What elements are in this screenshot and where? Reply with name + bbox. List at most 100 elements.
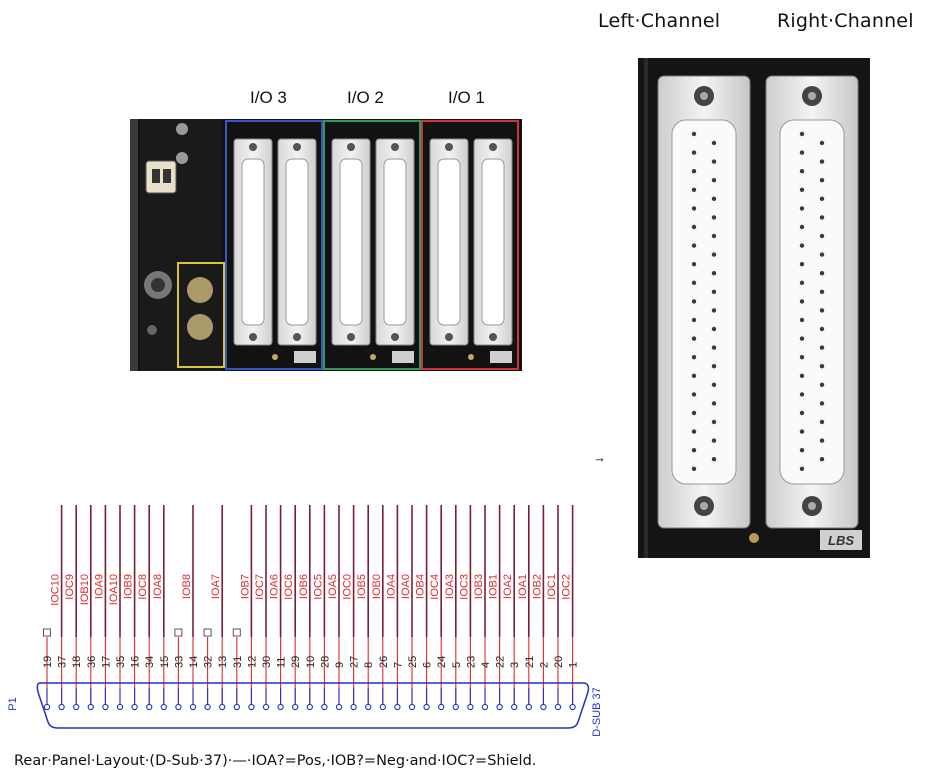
pin-signal-label: IOA10 <box>108 574 120 605</box>
pin-signal-label: IOC8 <box>137 574 149 600</box>
pin-number: 4 <box>480 662 492 668</box>
pin-contact <box>554 703 562 711</box>
pin-contact <box>394 703 401 711</box>
pin-number: 3 <box>509 662 521 668</box>
connector-pin-hole <box>691 187 697 192</box>
pin-number: 33 <box>173 656 185 668</box>
pin-contact <box>379 703 386 711</box>
pin-contact <box>175 703 182 711</box>
pin-signal-label: IOB1 <box>488 574 500 599</box>
pin-signal-label: IOA5 <box>327 574 339 599</box>
pin-number: 31 <box>232 656 244 668</box>
connector-pin-hole <box>799 410 805 416</box>
connector-pin-hole <box>711 345 717 350</box>
no-connect-marker <box>43 628 51 637</box>
pin-signal-label: IOB3 <box>473 574 485 599</box>
pin-contact <box>131 703 138 711</box>
connector-pin-hole <box>819 308 825 313</box>
connector-pin-hole <box>819 140 825 146</box>
connector-pin-hole <box>799 262 805 267</box>
connector-pin-hole <box>691 150 697 155</box>
connector-pin-hole <box>799 429 805 434</box>
pin-signal-label: IOB2 <box>531 574 543 599</box>
connector-pin-hole <box>799 169 805 174</box>
pin-number: 19 <box>42 656 54 668</box>
pin-number: 24 <box>436 656 448 668</box>
pin-number: 29 <box>290 656 302 668</box>
pin-number: 35 <box>115 656 127 668</box>
pin-number: 17 <box>100 656 112 668</box>
connector-pin-hole <box>799 336 805 341</box>
pin-signal-label: IOC1 <box>546 574 558 600</box>
connector-pin-hole <box>691 280 697 285</box>
connector-pin-hole <box>691 169 697 174</box>
pin-contact <box>452 703 459 711</box>
pin-signal-label: IOB6 <box>298 574 310 599</box>
pin-signal-label: IOB9 <box>123 574 135 599</box>
pin-number: 2 <box>538 662 550 668</box>
pin-contact <box>292 703 299 711</box>
part-ref-label: P1 <box>7 697 19 710</box>
connector-pin-hole <box>711 364 717 369</box>
connector-pin-hole <box>799 317 805 323</box>
connector-pin-hole <box>819 271 825 276</box>
no-connect-marker <box>174 628 183 637</box>
no-connect-marker <box>232 628 241 637</box>
connector-pin-hole <box>819 159 825 164</box>
connector-pin-hole <box>691 392 697 397</box>
connector-pin-hole <box>711 233 717 239</box>
pin-signal-label: IOC3 <box>458 574 470 600</box>
pin-contact <box>540 703 547 711</box>
pin-contact <box>58 703 65 711</box>
rear-panel-photo <box>130 119 522 371</box>
pin-signal-label: IOA1 <box>517 574 529 599</box>
pin-contact <box>408 703 416 711</box>
connector-pin-hole <box>799 466 805 471</box>
pin-signal-label: IOC2 <box>561 574 573 600</box>
pin-contact <box>569 703 576 711</box>
connector-pin-hole <box>691 299 697 304</box>
connector-pin-hole <box>691 355 697 360</box>
io2-label: I/O 2 <box>347 88 384 107</box>
pin-contact <box>335 703 343 711</box>
io1-label: I/O 1 <box>448 88 485 107</box>
connector-pin-hole <box>691 243 697 248</box>
connector-pin-hole <box>711 215 717 220</box>
pin-signal-label: IOC9 <box>64 574 76 600</box>
pin-contact <box>233 703 240 711</box>
pin-contact <box>438 703 445 711</box>
pin-number: 1 <box>568 662 580 668</box>
connector-pin-hole <box>711 308 717 313</box>
pin-contact <box>277 703 284 711</box>
connector-pin-hole <box>819 438 825 443</box>
pin-contact <box>189 703 197 711</box>
pin-number: 34 <box>144 656 156 668</box>
connector-pin-hole <box>691 336 697 341</box>
pin-number: 28 <box>319 656 331 668</box>
pin-number: 14 <box>188 656 200 668</box>
connector-pin-hole <box>799 131 805 137</box>
pin-number: 7 <box>392 662 404 668</box>
connector-pin-hole <box>819 252 825 257</box>
pin-signal-label: IOC5 <box>312 574 324 600</box>
pin-contact <box>262 703 270 711</box>
connector-pin-hole <box>711 159 717 164</box>
pin-contact <box>248 703 255 711</box>
pin-contact <box>306 703 313 711</box>
connector-pin-hole <box>711 401 717 406</box>
manufacturer-logo: LBS <box>828 533 854 548</box>
pin-number: 21 <box>524 656 536 668</box>
pin-number: 16 <box>130 656 142 668</box>
pin-contact <box>219 703 226 711</box>
pin-signal-label: IOA8 <box>152 574 164 599</box>
pin-contact <box>116 703 124 711</box>
connector-type-label: D-SUB 37 <box>591 687 603 737</box>
pin-signal-label: IOA9 <box>93 574 105 599</box>
pin-number: 27 <box>349 656 361 668</box>
io3-label: I/O 3 <box>250 88 287 107</box>
connector-pin-hole <box>799 448 805 453</box>
pin-signal-label: IOB5 <box>356 574 368 599</box>
pin-contact <box>146 703 153 711</box>
pin-signal-label: IOC7 <box>254 574 266 600</box>
pin-signal-label: IOA2 <box>502 574 514 599</box>
